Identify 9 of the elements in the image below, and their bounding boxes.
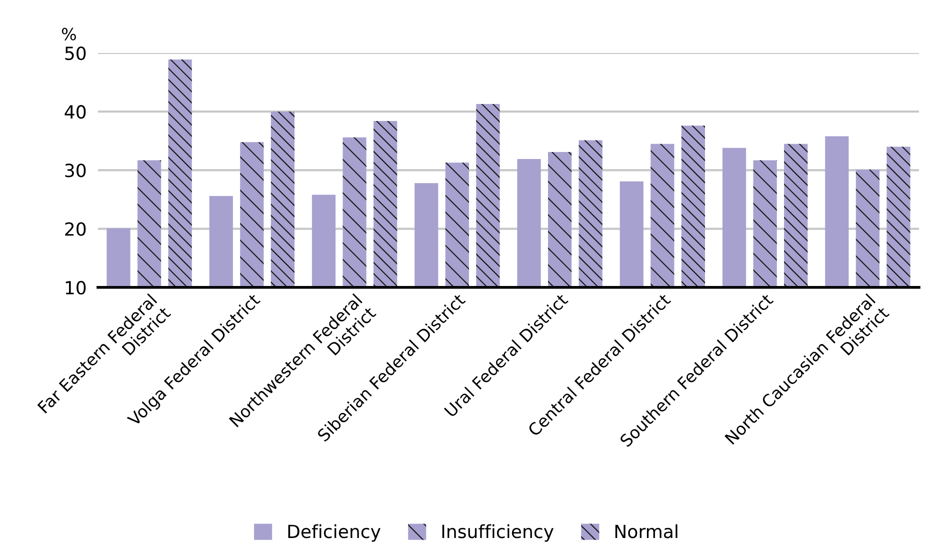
y-tick-label: 50	[65, 46, 86, 60]
y-axis-title: %	[62, 28, 76, 40]
legend-label: Deficiency	[288, 524, 380, 542]
legend-label: Normal	[615, 524, 678, 538]
legend-label: Insufficiency	[442, 524, 554, 542]
y-tick-label: 20	[65, 222, 86, 236]
y-tick-label: 10	[66, 280, 86, 294]
y-tick-label: 40	[64, 105, 86, 119]
y-tick-label: 30	[65, 164, 86, 178]
